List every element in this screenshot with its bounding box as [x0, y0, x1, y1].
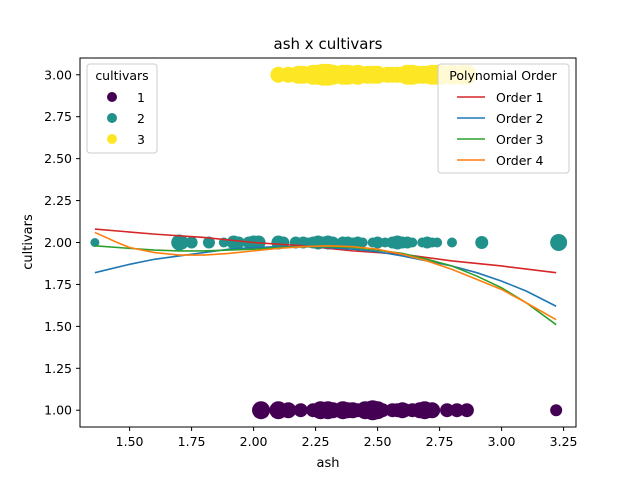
point-cultivar-2-0 [90, 238, 100, 247]
y-tick-label: 2.50 [44, 151, 72, 166]
legend-marker-3 [107, 134, 117, 144]
line-order-2 [94, 245, 557, 307]
legend-polynomial-box [437, 63, 570, 174]
legend-label-order-4: Order 4 [496, 153, 543, 168]
x-axis-ticks: 1.50 1.75 2.00 2.25 2.50 2.75 3.00 3.25 [116, 427, 578, 449]
point-cultivar-1-26 [449, 403, 464, 418]
legend-marker-1 [107, 92, 117, 102]
point-cultivar-1-3 [293, 403, 308, 418]
legend-label-order-1: Order 1 [496, 90, 543, 105]
legend-polynomial-order: Polynomial Order Order 1 Order 2 Order 3… [437, 63, 570, 174]
y-tick-label: 3.00 [44, 67, 72, 82]
line-order-1 [94, 228, 557, 274]
y-tick-label: 1.75 [44, 277, 72, 292]
line-order-4 [94, 231, 557, 321]
point-cultivar-1-2 [280, 402, 297, 419]
plot-area [90, 63, 568, 421]
point-cultivar-2-40 [550, 234, 568, 251]
x-tick-label: 3.25 [550, 434, 578, 449]
scatter-layer [90, 63, 568, 421]
y-tick-label: 1.00 [44, 403, 72, 418]
point-cultivar-2-4 [202, 236, 215, 249]
point-cultivar-1-15 [375, 403, 390, 418]
point-cultivar-1-27 [459, 403, 474, 418]
legend-polynomial-title: Polynomial Order [449, 68, 557, 83]
point-cultivar-2-33 [407, 237, 418, 248]
legend-label-3: 3 [137, 132, 145, 147]
x-tick-label: 2.00 [240, 434, 268, 449]
y-axis-ticks: 1.00 1.25 1.50 1.75 2.00 2.25 2.50 2.75 3.00 [44, 67, 80, 418]
legend-marker-2 [107, 113, 117, 123]
point-cultivar-2-2 [174, 235, 189, 250]
point-cultivar-2-3 [185, 236, 198, 249]
point-cultivar-2-39 [475, 236, 489, 249]
x-axis-label: ash [317, 456, 340, 471]
point-cultivar-1-28 [550, 404, 563, 417]
y-tick-label: 2.00 [44, 235, 72, 250]
legend-label-2: 2 [137, 111, 145, 126]
x-tick-label: 2.50 [364, 434, 392, 449]
x-tick-label: 3.00 [488, 434, 516, 449]
y-tick-label: 2.25 [44, 193, 72, 208]
point-cultivar-1-0 [252, 401, 271, 420]
point-cultivar-2-7 [232, 236, 245, 249]
point-cultivar-2-38 [447, 237, 457, 248]
point-cultivar-2-25 [357, 237, 368, 248]
x-tick-label: 2.75 [426, 434, 454, 449]
line-layer [94, 228, 557, 326]
legend-label-order-2: Order 2 [496, 111, 543, 126]
y-tick-label: 1.25 [44, 361, 72, 376]
chart-title: ash x cultivars [274, 35, 383, 53]
line-order-3 [94, 245, 557, 326]
y-axis-label: cultivars [21, 214, 36, 270]
point-cultivar-2-37 [432, 237, 443, 248]
legend-label-1: 1 [137, 90, 145, 105]
point-cultivar-2-27 [371, 236, 384, 249]
point-cultivar-1-25 [440, 403, 455, 418]
y-tick-label: 2.75 [44, 109, 72, 124]
x-tick-label: 1.75 [178, 434, 206, 449]
point-cultivar-1-24 [424, 402, 441, 419]
legend-label-order-3: Order 3 [496, 132, 543, 147]
legend-cultivars-box [86, 63, 158, 154]
legend-cultivars-title: cultivars [95, 68, 148, 83]
y-tick-label: 1.50 [44, 319, 72, 334]
legend-cultivars: cultivars 1 2 3 [86, 63, 158, 154]
x-tick-label: 1.50 [116, 434, 144, 449]
x-tick-label: 2.25 [302, 434, 330, 449]
